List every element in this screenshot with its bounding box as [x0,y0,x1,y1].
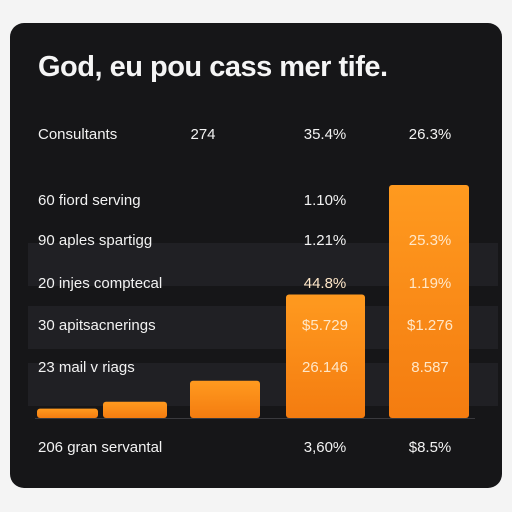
bar-chart [37,185,469,418]
row-value: 44.8% [303,275,347,292]
row-label: 60 fiord serving [38,192,141,209]
row-value: 274 [190,126,216,143]
row-value: 1.10% [303,192,347,209]
row-label: Consultants [38,126,118,143]
chart-card: God, eu pou cass mer tife. Consultants 2… [10,23,502,488]
row-value: $1.276 [407,317,453,334]
row-value: 1.19% [408,275,452,292]
row-label: 90 aples spartigg [38,232,153,249]
row-label: 206 gran servantal [38,439,163,456]
row-value: 26.3% [408,126,452,143]
row-value: 3,60% [303,439,347,456]
row-value: 25.3% [408,232,452,249]
row-value: 35.4% [303,126,347,143]
chart-title: God, eu pou cass mer tife. [38,51,388,83]
row-value: 26.146 [302,359,348,376]
row-value: $5.729 [302,317,348,334]
row-value: 8.587 [411,359,449,376]
bar-4 [286,294,365,418]
row-label: 30 apitsacnerings [38,317,156,334]
row-label: 23 mail v riags [38,359,135,376]
bar-3 [190,380,260,418]
bar-2 [103,401,167,418]
bar-1 [37,408,98,418]
row-value: 1.21% [303,232,347,249]
row-label: 20 injes comptecal [38,275,163,292]
row-value: $8.5% [408,439,452,456]
bar-5 [389,185,469,418]
chart-baseline [35,418,475,419]
